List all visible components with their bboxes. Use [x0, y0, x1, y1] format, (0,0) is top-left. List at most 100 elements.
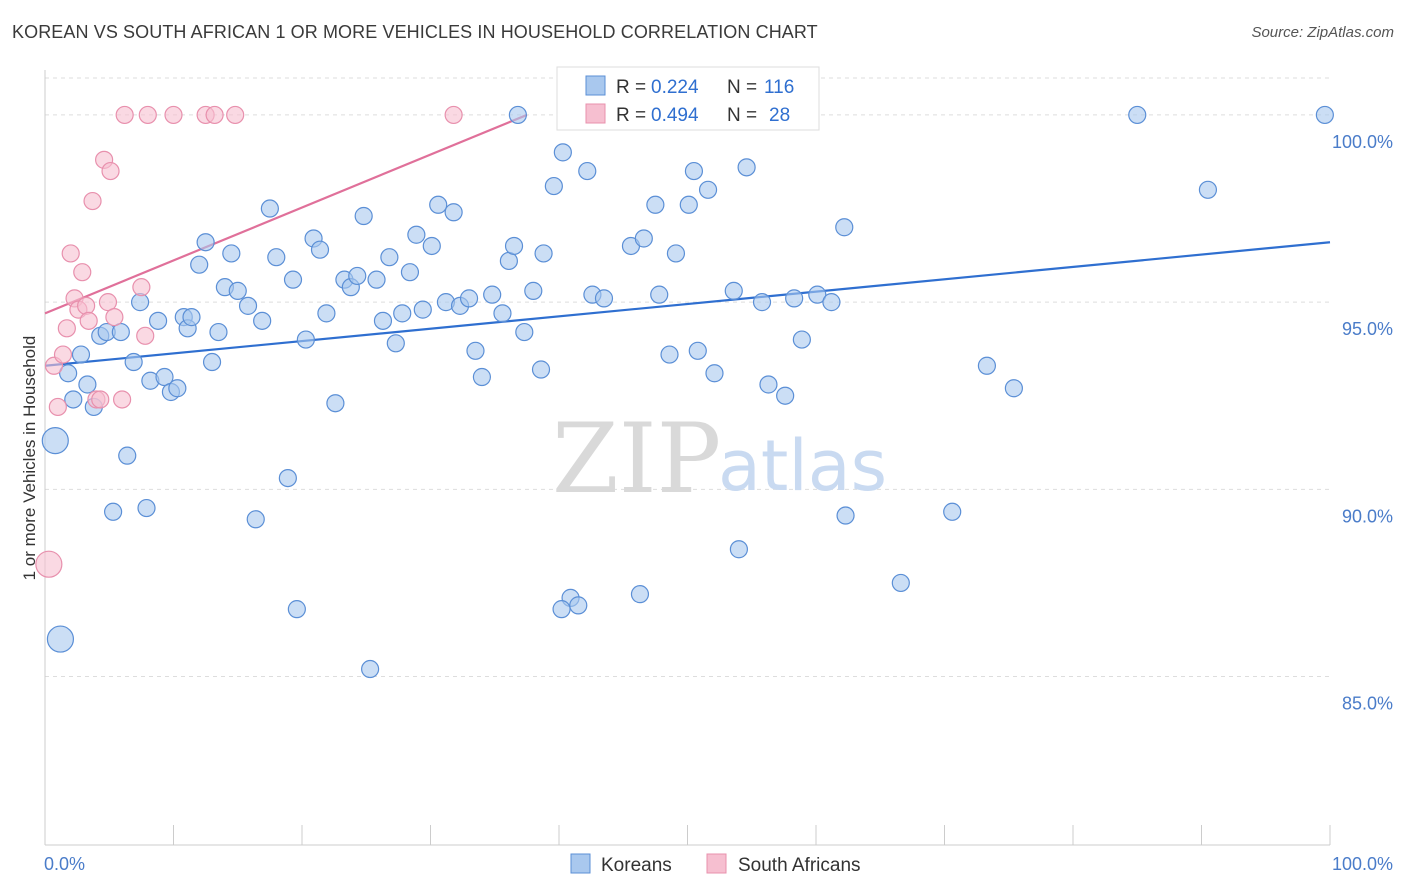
south-african-point — [77, 296, 96, 315]
chart-title: KOREAN VS SOUTH AFRICAN 1 OR MORE VEHICL… — [12, 22, 818, 42]
korean-point — [71, 345, 91, 364]
korean-point — [287, 600, 306, 619]
south-african-trend-line — [44, 113, 528, 315]
south-african-point — [132, 278, 151, 297]
korean-point — [155, 367, 174, 387]
watermark-zip: ZIP — [552, 403, 721, 515]
korean-point — [228, 281, 247, 300]
korean-point — [666, 244, 686, 263]
data-points — [35, 105, 1334, 679]
korean-point — [515, 322, 534, 342]
korean-point — [168, 379, 187, 398]
korean-point — [679, 195, 698, 214]
korean-point — [705, 364, 724, 383]
x-tick-labels: 0.0% 100.0% — [44, 854, 1393, 874]
korean-point — [1004, 379, 1023, 398]
korean-point — [444, 203, 463, 222]
korean-point — [1128, 105, 1147, 125]
korean-swatch — [585, 75, 606, 96]
korean-point — [534, 244, 553, 263]
south-african-point — [101, 161, 120, 181]
legend-n-value-south-africans: 28 — [769, 105, 790, 126]
legend-n-label-koreans: N = — [727, 77, 757, 98]
korean-point — [459, 289, 479, 308]
korean-point — [569, 596, 588, 615]
south-african-point — [61, 244, 80, 263]
watermark-atlas: atlas — [718, 425, 887, 507]
y-tick-label-85: 85.0% — [1342, 694, 1393, 714]
korean-point — [531, 360, 551, 379]
korean-point — [472, 367, 491, 387]
korean-point — [891, 573, 910, 593]
legend-r-value-koreans: 0.224 — [651, 77, 699, 98]
korean-point — [776, 386, 795, 405]
korean-point — [283, 270, 303, 289]
korean-point — [698, 180, 718, 199]
korean-point — [508, 105, 527, 125]
korean-point — [650, 285, 669, 304]
korean-point — [1198, 180, 1218, 199]
south-african-point — [444, 105, 463, 125]
korean-point — [785, 289, 804, 308]
series-legend: Koreans South Africans — [570, 853, 861, 876]
x-tick-label-min: 0.0% — [44, 854, 85, 874]
korean-point — [137, 498, 156, 518]
korean-point — [759, 375, 778, 394]
south-african-point — [105, 308, 124, 327]
korean-point — [267, 248, 286, 267]
korean-point — [253, 311, 272, 330]
south-african-point — [112, 390, 132, 409]
korean-point — [310, 240, 330, 259]
south-african-point — [73, 263, 92, 282]
x-tick-label-max: 100.0% — [1332, 854, 1393, 874]
korean-point — [46, 625, 75, 653]
korean-point — [41, 427, 69, 455]
korean-point — [977, 356, 997, 375]
trend-lines — [44, 113, 1331, 367]
south-african-point — [79, 311, 98, 330]
korean-point — [407, 225, 426, 244]
south-african-swatch — [585, 103, 606, 124]
korean-point — [413, 300, 432, 319]
korean-point — [64, 390, 83, 409]
south-african-point — [57, 319, 76, 338]
south-african-point — [98, 293, 118, 312]
korean-point — [729, 540, 749, 559]
korean-point — [660, 345, 679, 364]
y-axis-label: 1 or more Vehicles in Household — [20, 336, 39, 581]
korean-point — [630, 585, 650, 604]
korean-point — [836, 506, 855, 525]
legend-koreans-label: Koreans — [601, 855, 672, 876]
korean-point — [504, 236, 524, 256]
south-african-point — [115, 105, 134, 125]
legend-south-africans-swatch — [706, 853, 727, 874]
korean-point — [724, 281, 743, 300]
south-african-point — [226, 105, 245, 125]
korean-point — [422, 236, 441, 256]
korean-point — [646, 195, 665, 214]
korean-point — [466, 341, 485, 360]
korean-point — [317, 304, 336, 323]
korean-point — [578, 161, 597, 181]
south-african-point — [48, 397, 67, 417]
korean-point — [326, 394, 345, 413]
axes — [44, 70, 1331, 846]
south-african-point — [136, 326, 155, 345]
korean-point — [737, 158, 756, 177]
south-african-point — [83, 191, 102, 211]
legend-r-label-koreans: R = — [616, 77, 646, 98]
y-tick-label-95: 95.0% — [1342, 319, 1393, 339]
y-tick-label-90: 90.0% — [1342, 506, 1393, 526]
legend-n-label-south-africans: N = — [727, 105, 757, 126]
korean-point — [190, 255, 209, 274]
korean-point — [361, 659, 380, 679]
korean-point — [59, 364, 78, 383]
korean-point — [1315, 105, 1334, 125]
korean-point — [634, 229, 653, 248]
korean-point — [493, 304, 512, 323]
korean-point — [684, 161, 704, 181]
korean-point — [260, 199, 279, 218]
source-label: Source: ZipAtlas.com — [1251, 24, 1394, 41]
south-african-point — [35, 550, 63, 578]
